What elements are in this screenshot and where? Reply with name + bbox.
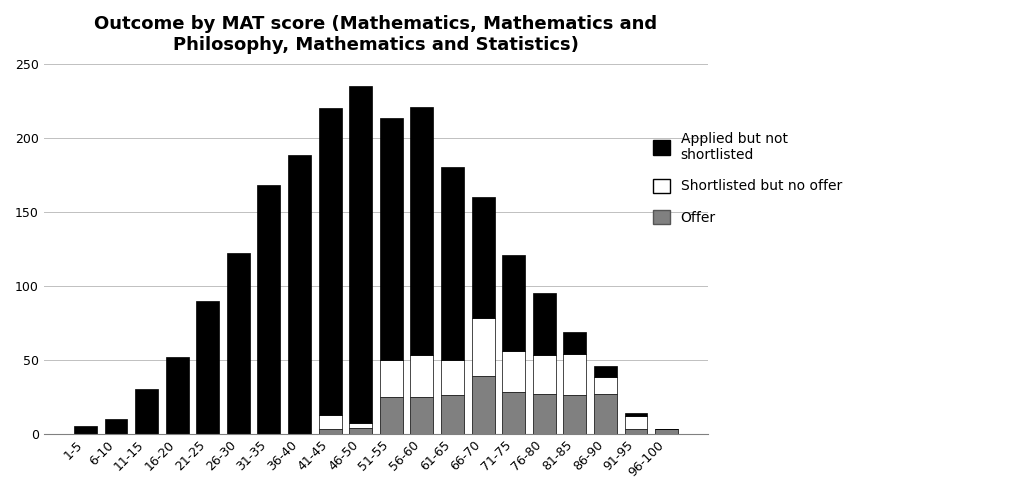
Bar — [441, 167, 464, 360]
Bar — [563, 331, 587, 354]
Bar — [563, 395, 587, 434]
Bar — [594, 394, 616, 434]
Bar — [625, 429, 647, 434]
Bar — [104, 419, 127, 434]
Bar — [349, 86, 372, 423]
Bar — [441, 395, 464, 434]
Bar — [472, 376, 495, 434]
Bar — [197, 300, 219, 434]
Bar — [625, 413, 647, 416]
Bar — [135, 389, 158, 434]
Bar — [227, 253, 250, 434]
Bar — [563, 354, 587, 395]
Bar — [502, 254, 525, 351]
Bar — [411, 355, 433, 397]
Bar — [257, 185, 281, 434]
Bar — [380, 119, 402, 360]
Bar — [472, 318, 495, 376]
Bar — [594, 377, 616, 394]
Bar — [318, 429, 342, 434]
Title: Outcome by MAT score (Mathematics, Mathematics and
Philosophy, Mathematics and S: Outcome by MAT score (Mathematics, Mathe… — [94, 15, 657, 54]
Bar — [411, 397, 433, 434]
Bar — [349, 428, 372, 434]
Bar — [318, 414, 342, 429]
Legend: Applied but not
shortlisted, Shortlisted but no offer, Offer: Applied but not shortlisted, Shortlisted… — [647, 126, 848, 230]
Bar — [502, 392, 525, 434]
Bar — [441, 360, 464, 395]
Bar — [349, 423, 372, 428]
Bar — [655, 429, 678, 434]
Bar — [625, 416, 647, 429]
Bar — [594, 366, 616, 377]
Bar — [166, 357, 188, 434]
Bar — [411, 107, 433, 355]
Bar — [380, 360, 402, 397]
Bar — [472, 197, 495, 318]
Bar — [318, 108, 342, 414]
Bar — [502, 351, 525, 392]
Bar — [532, 355, 556, 394]
Bar — [74, 426, 97, 434]
Bar — [288, 156, 311, 434]
Bar — [380, 397, 402, 434]
Bar — [532, 394, 556, 434]
Bar — [532, 293, 556, 355]
